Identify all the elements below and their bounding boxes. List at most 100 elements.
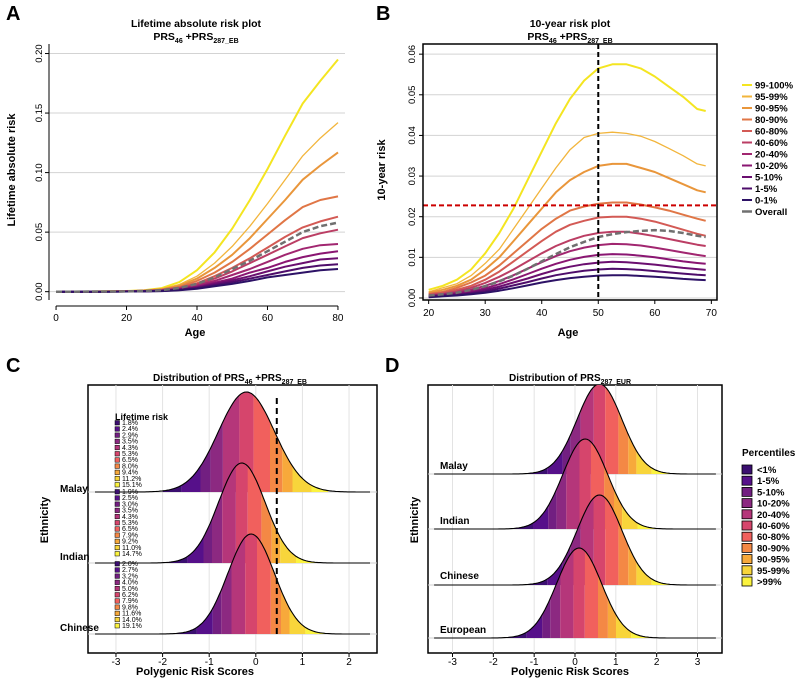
legend-swatch [741,464,753,475]
ridge-chinese [95,533,370,635]
percentile-band [550,574,561,638]
risk-label: 15.1% [122,482,142,489]
x-tick-label: -2 [158,657,167,668]
legend: <1%1-5%5-10%10-20%20-40%40-60%60-80%80-9… [741,464,790,588]
y-tick-label: 0.01 [407,248,418,267]
percentile-band [542,598,551,638]
percentile-band [636,561,652,585]
legend: 99-100%95-99%90-95%80-90%60-80%40-60%20-… [742,81,794,218]
risk-label: 6.2% [122,592,138,599]
percentile-band [547,450,563,474]
legend-swatch [741,486,753,497]
percentile-band [200,448,211,492]
series-line-95-99- [428,131,706,293]
percentile-band [607,598,616,638]
risk-label: 3.2% [122,573,138,580]
x-tick-label: 40 [536,308,548,319]
panel-letter: D [385,355,399,377]
x-tick-label: 50 [593,308,605,319]
percentile-band [296,556,329,563]
x-axis: 0 20 40 60 80 [53,305,344,324]
risk-swatch [114,598,120,604]
percentile-band [281,590,290,634]
percentile-band [628,434,637,474]
percentile-band [493,468,548,474]
legend-title: Percentiles [742,448,796,459]
risk-label: 1.8% [122,420,138,427]
group-label: Indian [440,516,469,527]
series-line-5-10- [428,260,706,298]
density-outline [95,391,370,493]
percentile-band [628,545,637,585]
risk-label: 6.5% [122,457,138,464]
x-tick-label: 60 [649,308,661,319]
risk-label: 6.5% [122,526,138,533]
risk-swatch [114,420,120,426]
group-labels: Malay Indian Chinese [60,484,99,634]
risk-swatch [114,495,120,501]
percentile-band [261,492,272,563]
density-outline [434,385,716,475]
x-tick-label: -2 [489,657,498,668]
group-label: Malay [440,461,468,472]
risk-label: 3.5% [122,439,138,446]
percentile-band [493,579,548,585]
risk-swatch [114,526,120,532]
risk-label: 7.9% [122,532,138,539]
y-tick-label: 0.02 [407,207,418,226]
percentile-band [210,421,223,492]
risk-label: 8.0% [122,463,138,470]
legend-swatch [741,475,753,486]
panel-letter: A [6,3,20,25]
series-lines [56,58,339,293]
risk-swatch [114,463,120,469]
y-tick-label: 0.00 [407,289,418,308]
percentile-band [253,395,270,492]
risk-swatch [114,551,120,557]
x-tick-label: 20 [423,308,435,319]
x-tick-label: 40 [191,313,203,324]
percentile-band [566,441,580,529]
series-line-90-95- [428,162,706,294]
percentile-band [212,492,223,563]
legend-label: 10-20% [755,161,788,172]
percentile-band [212,590,222,634]
percentile-band [257,537,271,634]
risk-swatch [114,623,120,629]
group-labels: Malay Indian Chinese European [440,461,486,636]
risk-label: 11.6% [122,611,141,618]
percentile-band [282,448,293,492]
percentile-band [270,421,283,492]
percentile-band [526,614,543,638]
percentile-band [305,627,329,634]
risk-swatch [114,507,120,513]
legend-label: 40-60% [757,521,790,532]
legend-swatch [741,576,753,587]
series-lines [428,63,706,299]
legend-swatch [741,509,753,520]
percentile-band [651,468,682,474]
x-tick-label: 0 [253,657,259,668]
risk-swatch [114,514,120,520]
x-tick-label: -3 [448,657,457,668]
risk-label: 4.0% [122,580,138,587]
risk-swatch [114,469,120,475]
legend-label: 60-80% [757,532,790,543]
series-line-overall [428,228,706,297]
y-axis-label: Ethnicity [409,496,421,543]
y-tick-label: 0.04 [407,126,418,145]
percentile-band [593,495,606,585]
risk-swatch [114,438,120,444]
legend-label: >99% [757,577,782,588]
group-label: Chinese [60,623,99,634]
series-line-80-90- [428,201,706,295]
ridge-malay [95,391,370,493]
x-tick-label: -1 [530,657,539,668]
x-tick-label: 2 [346,657,352,668]
risk-label: 2.5% [122,495,138,502]
risk-label: 2.7% [122,567,138,574]
density-outline [434,494,716,586]
legend-label: <1% [757,465,777,476]
x-axis: -3 -2 -1 0 1 2 [112,653,352,668]
y-axis-label: Ethnicity [39,496,51,543]
